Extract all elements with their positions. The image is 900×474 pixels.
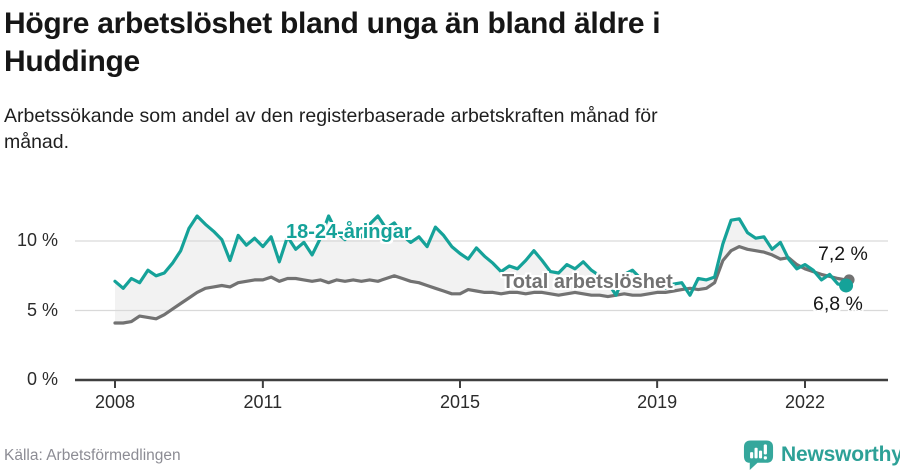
series-line-total bbox=[113, 244, 848, 325]
newsworthy-wordmark: Newsworthy bbox=[781, 443, 900, 466]
chart-canvas bbox=[75, 214, 888, 388]
area-fill-between-series bbox=[115, 216, 847, 323]
page-title: Högre arbetslöshet bland unga än bland ä… bbox=[4, 5, 661, 81]
x-axis-label-2011: 2011 bbox=[243, 392, 283, 412]
x-axis-label-2008: 2008 bbox=[94, 392, 136, 412]
x-axis-label-2022: 2022 bbox=[784, 392, 825, 412]
y-axis-label-5: 5 % bbox=[26, 299, 58, 320]
page-title-line-2: Huddinge bbox=[4, 45, 140, 78]
x-axis-label-2019: 2019 bbox=[637, 392, 678, 412]
newsworthy-brand[interactable]: Newsworthy bbox=[742, 438, 900, 472]
end-dot-18-24 bbox=[839, 278, 854, 293]
source-note: Källa: Arbetsförmedlingen bbox=[4, 447, 181, 464]
chart-subtitle: Arbetssökande som andel av den registerb… bbox=[4, 103, 658, 155]
y-axis-label-0: 0 % bbox=[26, 369, 58, 389]
x-axis-label-2015: 2015 bbox=[439, 392, 480, 412]
series-line-18-24 bbox=[113, 214, 848, 297]
end-value-label-total: 7,2 % bbox=[818, 243, 868, 265]
end-value-label-18-24: 6,8 % bbox=[813, 293, 863, 315]
series-label-18-24-aringar: 18-24-åringar bbox=[286, 221, 412, 243]
y-axis-label-10: 10 % bbox=[16, 230, 58, 250]
chart-subtitle-line-1: Arbetssökande som andel av den registerb… bbox=[4, 105, 658, 127]
page-title-line-1: Högre arbetslöshet bland unga än bland ä… bbox=[4, 7, 661, 40]
newsworthy-logo-icon bbox=[743, 440, 774, 471]
series-label-total-arbetsloshet: Total arbetslöshet bbox=[502, 271, 673, 293]
chart-subtitle-line-2: månad. bbox=[4, 131, 70, 153]
